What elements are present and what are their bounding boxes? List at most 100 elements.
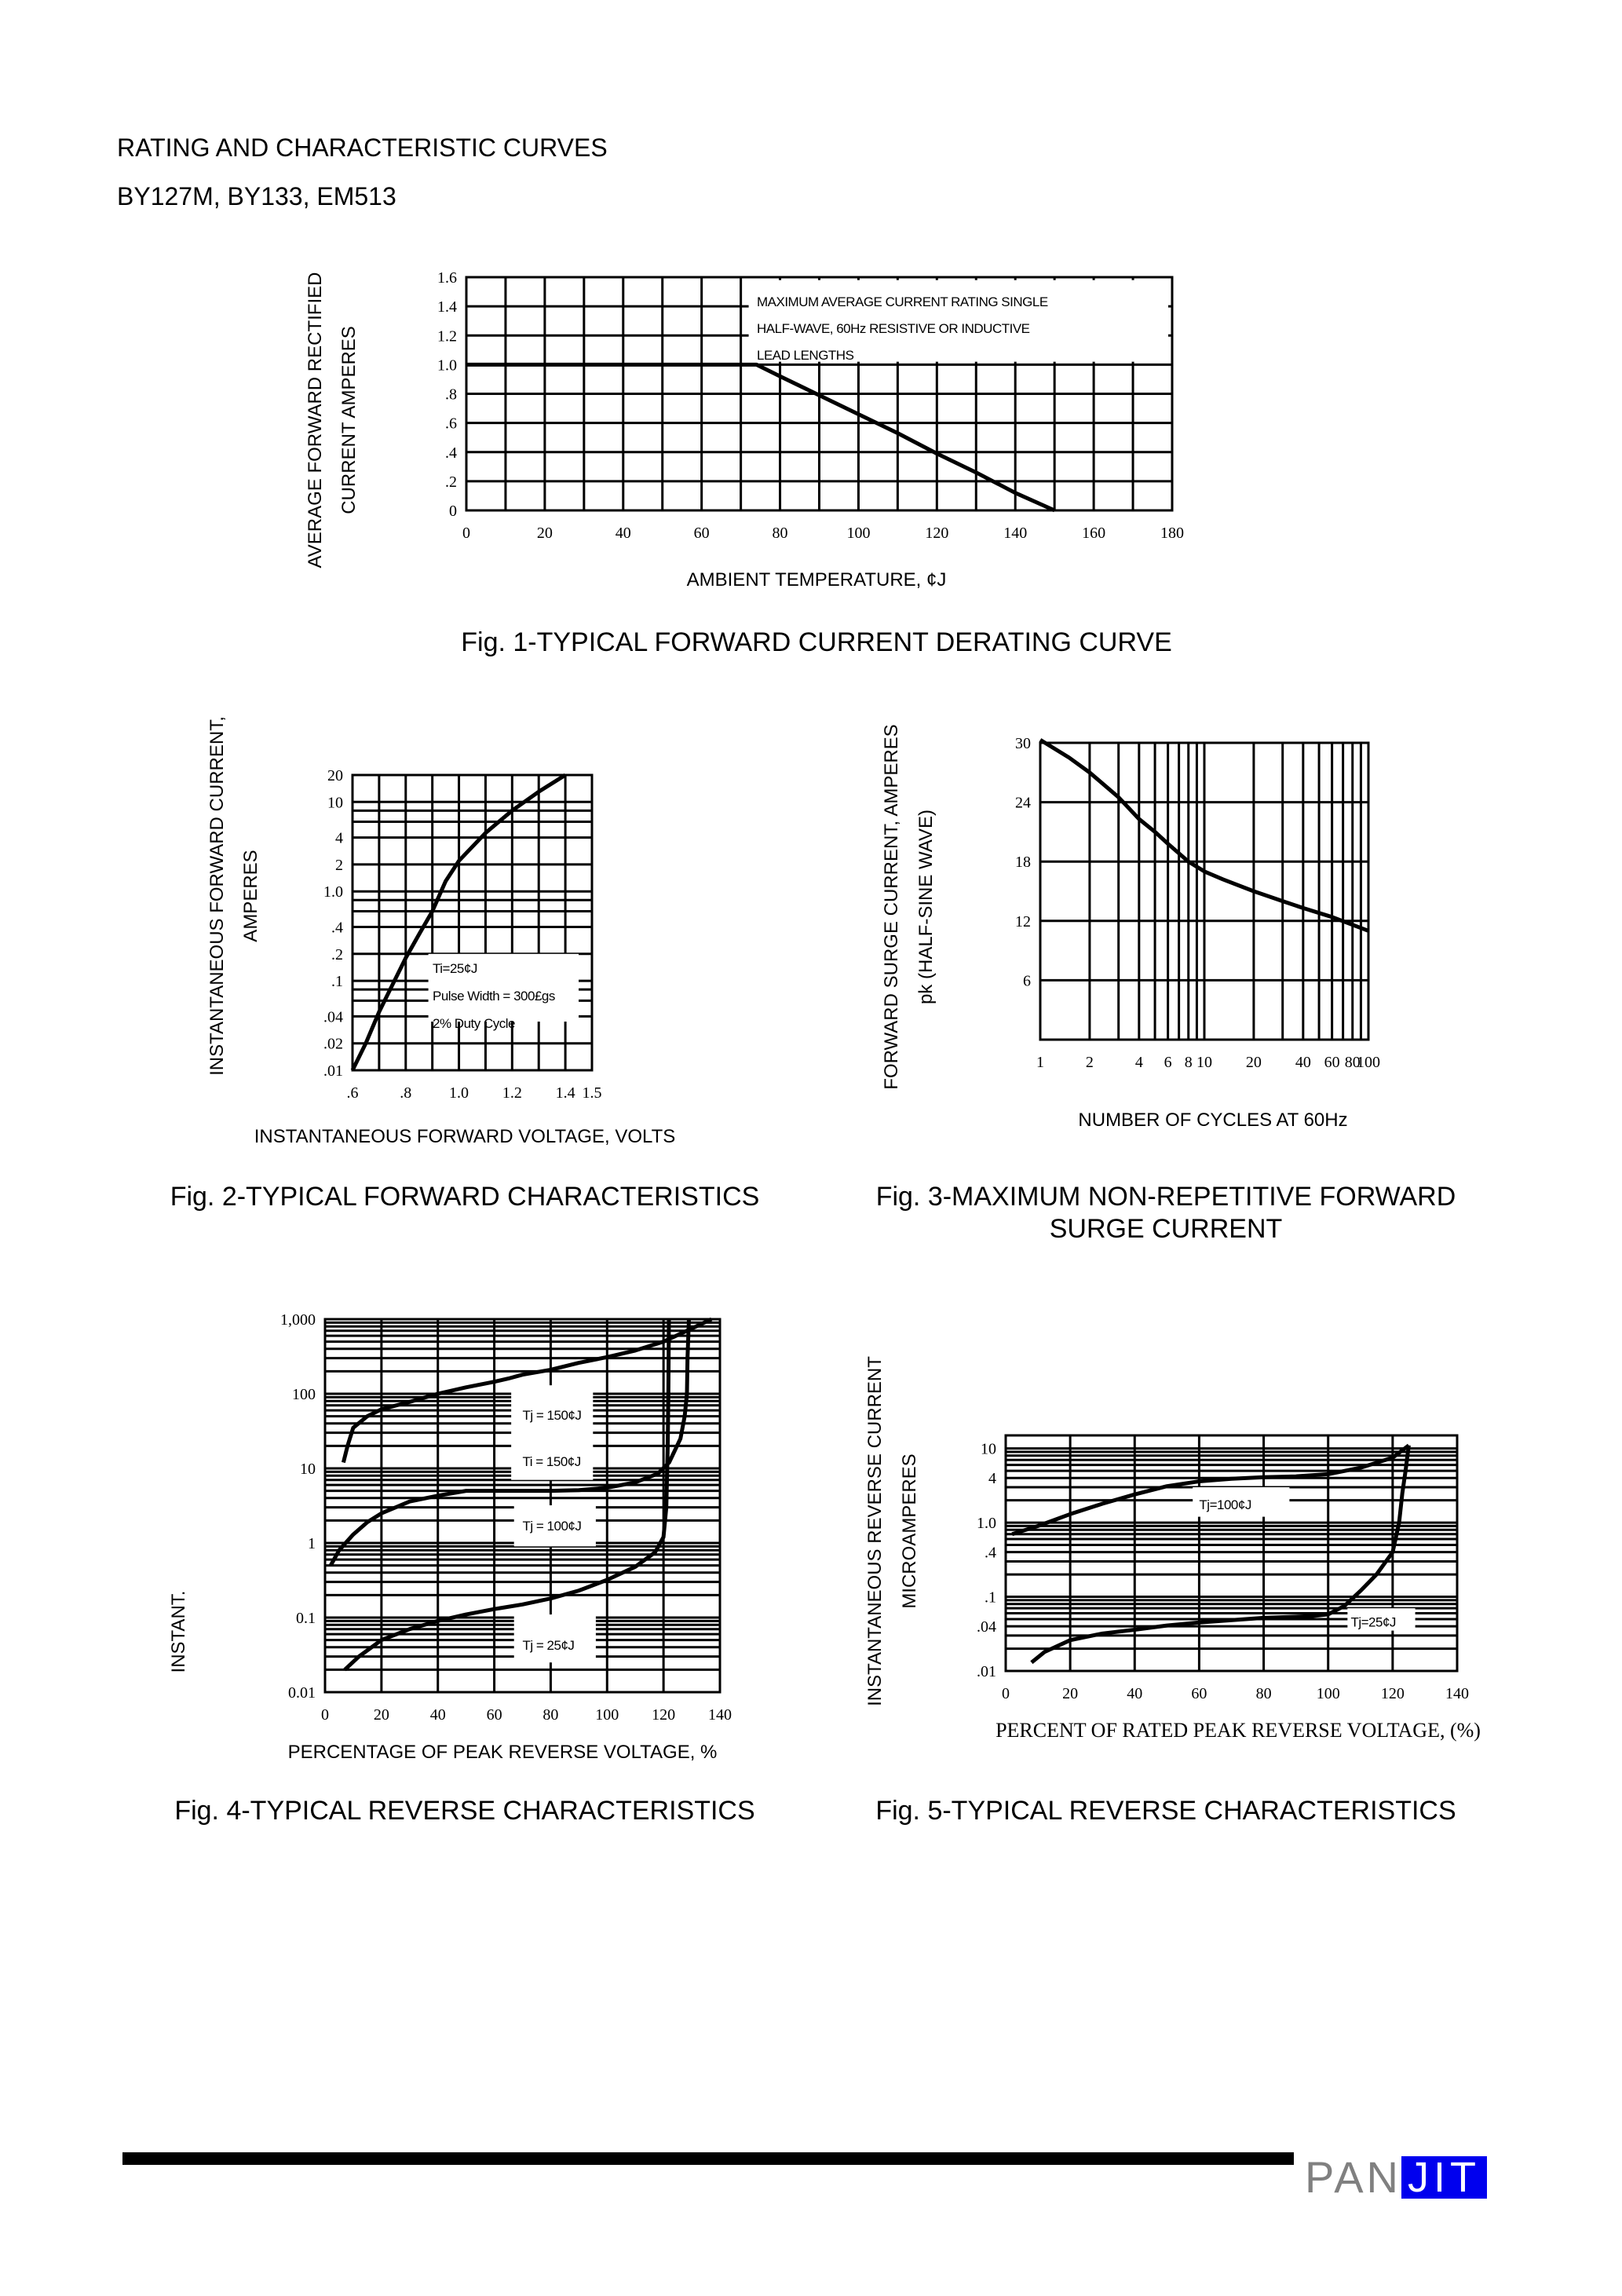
x-tick-label: 80 [1256, 1685, 1272, 1702]
label-box [513, 1505, 596, 1547]
x-tick-label: 40 [1127, 1685, 1142, 1702]
x-tick-label: 20 [1062, 1685, 1078, 1702]
label-box [1193, 1487, 1290, 1517]
x-tick-label: 60 [487, 1706, 502, 1724]
y-tick-label: .04 [323, 1008, 343, 1026]
fig4-ylabel: INSTANT. [168, 1590, 189, 1673]
footer-rule [122, 2152, 1294, 2165]
fig5-ylabel-line2: MICROAMPERES [899, 1453, 920, 1609]
series-curve [1030, 1445, 1411, 1665]
x-tick-label: 60 [1191, 1685, 1207, 1702]
plot-frame [465, 276, 1174, 512]
series-label: Tj=25¢J [1350, 1614, 1395, 1629]
y-tick-label: .01 [977, 1663, 996, 1680]
y-tick-label: 12 [1015, 913, 1031, 930]
x-tick-label: 0 [462, 525, 470, 542]
plot-frame [323, 1318, 721, 1694]
part-numbers: BY127M, BY133, EM513 [117, 182, 396, 210]
series-label: Tj=100¢J [1199, 1497, 1251, 1512]
x-tick-label: .6 [347, 1084, 359, 1102]
label-box [511, 1385, 594, 1480]
fig4-chart: 0 20 40 60 80 100 120 140 1,000 100 10 1 0.1 0.01 Tj =… [280, 1311, 732, 1724]
series-label: Tj = 25¢J [523, 1638, 575, 1653]
panjit-logo: PAN JIT [1305, 2155, 1487, 2199]
x-tick-label: 0 [321, 1706, 329, 1724]
y-tick-label: 4 [988, 1470, 996, 1487]
series-curve [466, 362, 1056, 513]
x-tick-label: 1.2 [502, 1084, 522, 1102]
y-tick-label: 1.0 [323, 883, 343, 901]
fig1-caption: Fig. 1-TYPICAL FORWARD CURRENT DERATING … [461, 627, 1172, 657]
y-tick-label: 1.4 [437, 298, 457, 316]
fig5-chart: 0 20 40 60 80 100 120 140 10 4 1.0 .4 .1 .04 .01 Tj=100… [977, 1434, 1469, 1702]
y-tick-label: .8 [445, 386, 457, 404]
fig2-ylabel-line2: AMPERES [240, 850, 261, 942]
fig3-ylabel-line1: FORWARD SURGE CURRENT, AMPERES [881, 724, 902, 1090]
x-tick-label: .8 [400, 1084, 411, 1102]
plot-frame [1004, 1434, 1459, 1673]
x-tick-label: 100 [595, 1706, 619, 1724]
series-curve [329, 1318, 691, 1567]
y-tick-label: 6 [1023, 972, 1031, 989]
series-curve [343, 1318, 671, 1672]
x-tick-label: 100 [1317, 1685, 1340, 1702]
x-tick-label: 0 [1002, 1685, 1010, 1702]
y-tick-label: 1.2 [437, 327, 457, 345]
y-tick-label: 10 [327, 794, 343, 811]
y-tick-label: .02 [323, 1036, 343, 1053]
x-tick-label: 6 [1164, 1054, 1172, 1071]
fig3-ylabel-line2: pk (HALF-SINE WAVE) [915, 809, 937, 1005]
plot-frame [1039, 741, 1370, 1041]
fig2-xlabel: INSTANTANEOUS FORWARD VOLTAGE, VOLTS [254, 1126, 676, 1147]
x-tick-label: 120 [1381, 1685, 1405, 1702]
fig1-ylabel-line1: AVERAGE FORWARD RECTIFIED [305, 272, 326, 569]
x-tick-label: 160 [1082, 525, 1105, 542]
y-tick-label: .4 [985, 1545, 996, 1562]
y-tick-label: 24 [1015, 795, 1031, 812]
y-tick-label: .1 [331, 973, 343, 990]
x-tick-label: 8 [1185, 1054, 1193, 1071]
y-tick-label: .4 [331, 919, 343, 937]
label-box [428, 953, 579, 1022]
x-tick-label: 20 [374, 1706, 389, 1724]
fig4-xlabel: PERCENTAGE OF PEAK REVERSE VOLTAGE, % [287, 1742, 718, 1763]
x-tick-label: 80 [1345, 1054, 1361, 1071]
y-tick-label: 1.6 [437, 269, 457, 287]
y-tick-label: 1.0 [437, 356, 457, 374]
x-tick-label: 4 [1135, 1054, 1143, 1071]
fig5-xlabel: PERCENT OF RATED PEAK REVERSE VOLTAGE, (… [995, 1719, 1481, 1742]
y-tick-label: 30 [1015, 735, 1031, 752]
x-tick-label: 10 [1196, 1054, 1212, 1071]
x-tick-label: 2 [1086, 1054, 1094, 1071]
fig2-caption: Fig. 2-TYPICAL FORWARD CHARACTERISTICS [170, 1182, 760, 1212]
series-label: Ti = 150¢J [523, 1454, 581, 1469]
logo-pan: PAN [1305, 2152, 1401, 2202]
label-box [513, 1614, 596, 1663]
x-tick-label: 40 [430, 1706, 446, 1724]
y-tick-label: .2 [445, 473, 457, 491]
x-tick-label: 140 [1445, 1685, 1469, 1702]
x-tick-label: 120 [925, 525, 948, 542]
series-curve [341, 1317, 713, 1464]
x-tick-label: 1.5 [583, 1084, 602, 1102]
y-tick-label: 100 [292, 1386, 316, 1403]
x-tick-label: 100 [1357, 1054, 1380, 1071]
series-curve [1011, 1443, 1410, 1537]
series-curve [1039, 738, 1369, 933]
fig1-xlabel: AMBIENT TEMPERATURE, ¢J [686, 569, 947, 590]
x-tick-label: 140 [708, 1706, 732, 1724]
x-tick-label: 120 [652, 1706, 675, 1724]
y-tick-label: 1 [308, 1535, 316, 1552]
annotation-text: HALF-WAVE, 60Hz RESISTIVE OR INDUCTIVE [757, 321, 1030, 336]
label-box [748, 280, 1169, 362]
y-tick-label: 18 [1015, 854, 1031, 871]
x-tick-label: 1.4 [556, 1084, 575, 1102]
x-tick-label: 1 [1036, 1054, 1044, 1071]
plot-frame [351, 773, 594, 1072]
y-tick-label: 1,000 [280, 1311, 316, 1329]
annotation-text: Pulse Width = 300£gs [433, 989, 555, 1004]
x-tick-label: 20 [1246, 1054, 1262, 1071]
page-heading: RATING AND CHARACTERISTIC CURVES [117, 133, 608, 162]
